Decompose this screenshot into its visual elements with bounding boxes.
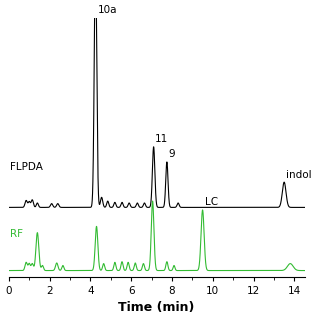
- Text: LC: LC: [204, 197, 218, 207]
- Text: RF: RF: [11, 229, 23, 239]
- Text: 10a: 10a: [98, 5, 118, 15]
- Text: FLPDA: FLPDA: [11, 162, 43, 172]
- Text: 9: 9: [169, 149, 175, 159]
- Text: indol: indol: [286, 170, 311, 180]
- X-axis label: Time (min): Time (min): [118, 301, 195, 315]
- Text: 11: 11: [155, 134, 169, 144]
